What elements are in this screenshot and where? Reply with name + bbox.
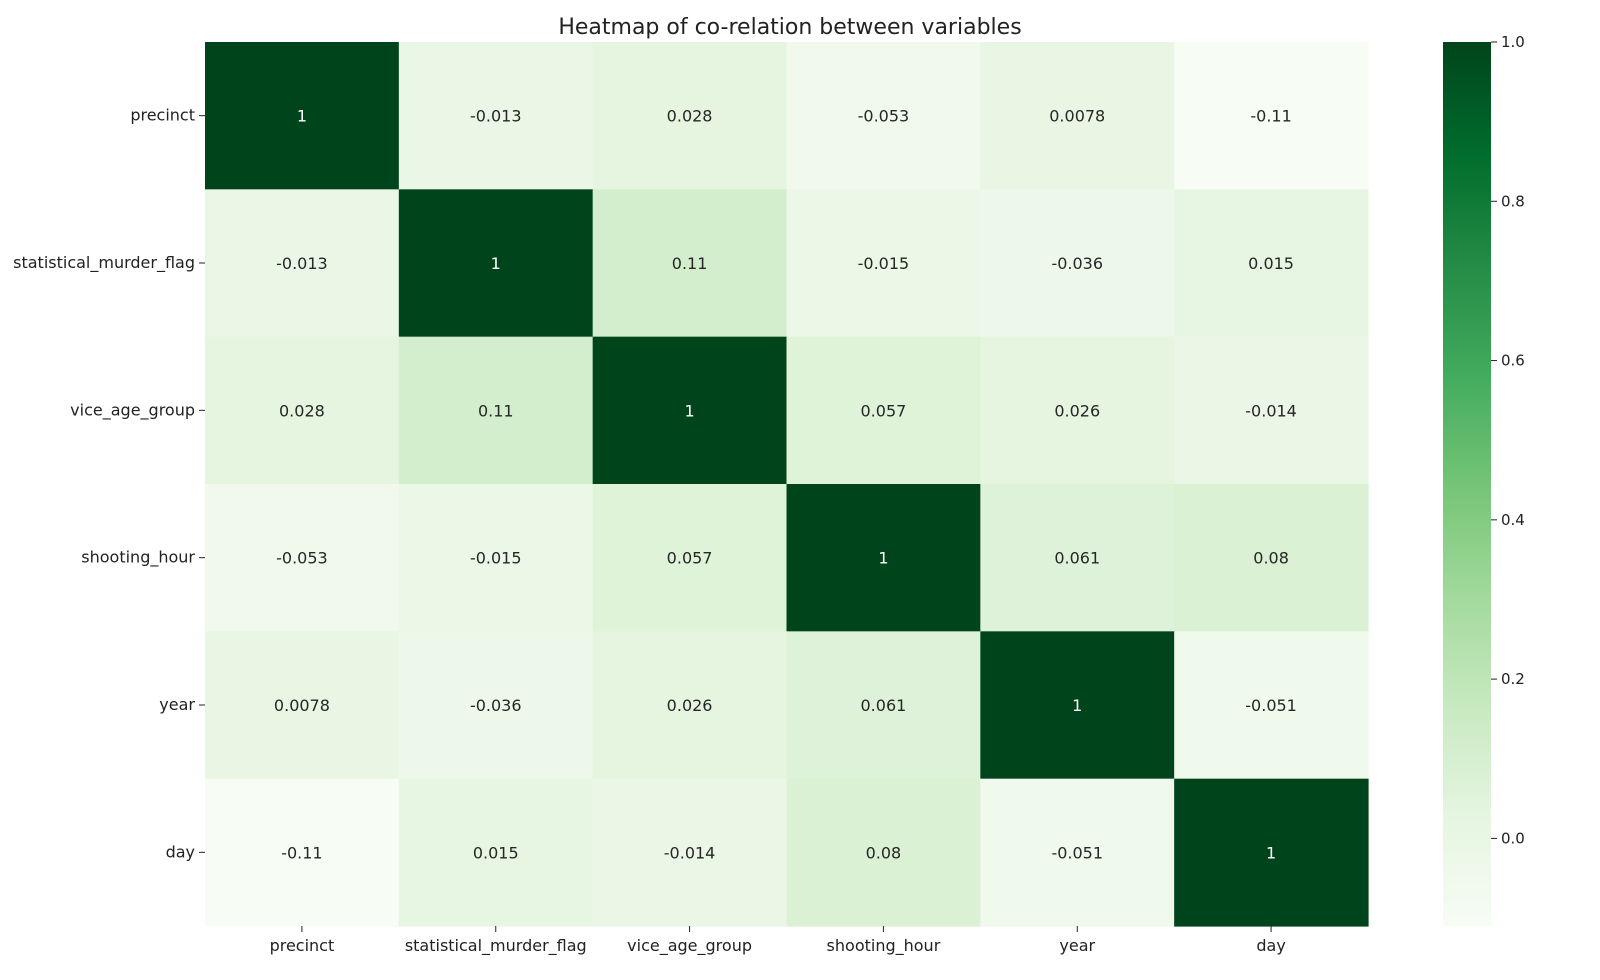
x-tick-label: shooting_hour [827,936,941,956]
heatmap-cell [1174,189,1369,338]
heatmap-cell [592,42,788,190]
colorbar-tick-label: 0.2 [1501,670,1525,688]
heatmap-cell [980,189,1175,338]
cell-annotation: 1 [684,401,694,420]
heatmap-cell [592,631,788,780]
cell-annotation: 0.0078 [274,696,330,715]
cell-annotation: -0.013 [276,254,328,273]
colorbar-tick-label: 0.0 [1501,829,1525,847]
colorbar: 0.0 0.2 0.4 0.6 0.8 1.0 [1443,33,1525,926]
y-tick-label: vice_age_group [70,400,195,420]
colorbar-gradient [1443,42,1491,926]
heatmap-cell [592,189,788,338]
cell-annotation: 1 [297,107,307,126]
cell-annotation: -0.014 [1245,401,1297,420]
x-tick-label: vice_age_group [627,936,752,956]
heatmap-cell [786,189,981,338]
heatmap-cell [398,484,594,632]
heatmap-cell [980,778,1175,927]
cell-annotation: 0.11 [672,254,708,273]
cell-annotation: -0.015 [470,549,522,568]
heatmap-cell [786,778,981,927]
cell-annotation: -0.015 [858,254,910,273]
heatmap-cell [592,484,788,632]
colorbar-tick-label: 0.8 [1501,192,1525,210]
cell-annotation: 0.061 [861,696,907,715]
heatmap-cell [398,336,594,485]
cell-annotation: -0.11 [281,843,322,862]
heatmap-cell [205,336,400,485]
heatmap-cell [1174,484,1369,632]
y-tick-label: year [159,695,195,714]
heatmap-cell [205,189,400,338]
heatmap-cell [980,484,1175,632]
cell-annotation: 0.028 [279,401,325,420]
heatmap-cell [205,778,400,927]
colorbar-tick-label: 0.6 [1501,352,1525,370]
y-tick-label: precinct [130,106,195,125]
cell-annotation: 0.026 [1054,401,1100,420]
heatmap-cell [205,484,400,632]
heatmap-cell [592,336,788,485]
y-axis: precinct statistical_murder_flag vice_age_… [13,106,205,861]
heatmap-cells [205,42,1369,927]
heatmap-cell [1174,336,1369,485]
cell-annotation: 1 [1072,696,1082,715]
heatmap-cell [398,631,594,780]
chart-title: Heatmap of co-relation between variables [558,15,1021,40]
colorbar-tick-label: 1.0 [1501,33,1525,51]
cell-annotation: 0.026 [667,696,713,715]
cell-annotation: -0.036 [1051,254,1103,273]
cell-annotation: -0.051 [1051,843,1103,862]
cell-annotation: 0.08 [1253,549,1289,568]
cell-annotation: 1 [491,254,501,273]
heatmap-cell [786,42,981,190]
x-tick-label: statistical_murder_flag [405,936,587,956]
heatmap-cell [786,484,981,632]
heatmap-cell [398,42,594,190]
heatmap-cell [980,42,1175,190]
cell-annotation: 0.015 [1248,254,1294,273]
heatmap-cell [980,336,1175,485]
y-tick-label: shooting_hour [81,548,195,568]
heatmap-cell [786,631,981,780]
cell-annotation: 1 [878,549,888,568]
x-tick-label: day [1256,936,1285,955]
heatmap-cell [980,631,1175,780]
x-axis: precinct statistical_murder_flag vice_age_… [270,926,1286,956]
cell-annotation: 0.015 [473,843,519,862]
heatmap-cell [1174,631,1369,780]
heatmap-cell [205,631,400,780]
cell-annotation: -0.11 [1250,107,1291,126]
heatmap-cell [1174,778,1369,927]
cell-annotation: -0.053 [276,549,328,568]
cell-annotation: -0.036 [470,696,522,715]
cell-annotation: 0.057 [667,549,713,568]
cell-annotation: 1 [1266,843,1276,862]
heatmap-cell [786,336,981,485]
cell-annotation: -0.013 [470,107,522,126]
cell-annotation: -0.051 [1245,696,1297,715]
colorbar-tick-label: 0.4 [1501,511,1525,529]
cell-annotation: 0.061 [1054,549,1100,568]
heatmap-cell [398,189,594,338]
x-tick-label: year [1059,936,1095,955]
cell-annotation: 0.08 [866,843,902,862]
cell-annotation: -0.053 [858,107,910,126]
cell-annotation: 0.057 [861,401,907,420]
y-tick-label: statistical_murder_flag [13,253,195,273]
cell-annotation: 0.11 [478,401,514,420]
cell-annotation: 0.0078 [1049,107,1105,126]
heatmap-cell [398,778,594,927]
heatmap-cell [205,42,400,190]
heatmap-cell [1174,42,1369,190]
heatmap-cell [592,778,788,927]
cell-annotation: -0.014 [664,843,716,862]
cell-annotation: 0.028 [667,107,713,126]
y-tick-label: day [166,842,195,861]
cell-annotations: 1 -0.013 0.028 -0.053 0.0078 -0.11 -0.013 1 0.11… [274,107,1297,863]
x-tick-label: precinct [270,936,335,955]
